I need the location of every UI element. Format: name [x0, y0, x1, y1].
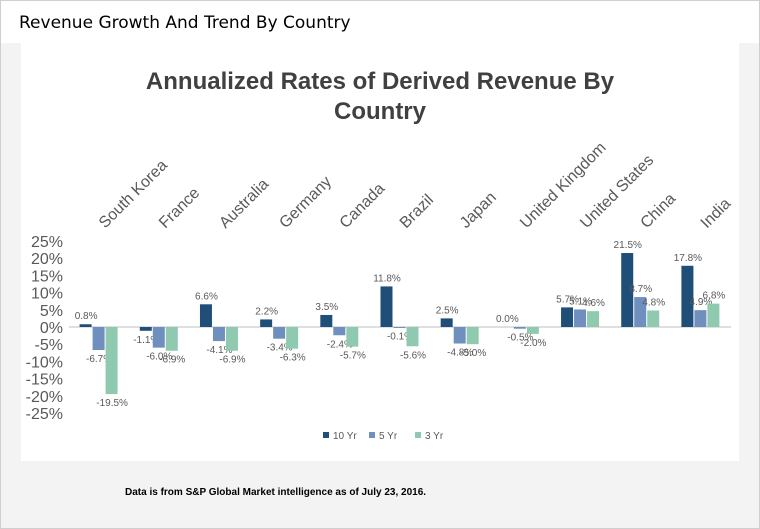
data-label: 5.7%	[556, 294, 579, 305]
data-label: -5.7%	[340, 351, 366, 362]
data-label: 21.5%	[614, 240, 642, 251]
bar	[587, 311, 600, 327]
x-tick-label: Canada	[337, 180, 389, 232]
y-tick-label: 25%	[31, 234, 63, 251]
bar	[634, 297, 647, 327]
bar	[694, 310, 707, 327]
bar	[380, 286, 393, 327]
bar	[574, 309, 587, 327]
page-title: Revenue Growth And Trend By Country	[19, 13, 351, 33]
data-label: 6.6%	[195, 291, 218, 302]
y-tick-label: -15%	[26, 372, 63, 389]
bar	[152, 327, 165, 348]
data-label: -3.4%	[267, 343, 293, 354]
chart-title-text: Annualized Rates of Derived Revenue By C…	[145, 68, 615, 125]
y-tick-label: 5%	[40, 303, 63, 320]
bar	[105, 327, 118, 395]
data-label: 0.0%	[496, 314, 519, 325]
bar	[513, 327, 526, 329]
y-tick-label: -20%	[26, 389, 63, 406]
bar	[225, 327, 238, 351]
bar	[346, 327, 359, 347]
bar	[165, 327, 178, 351]
bar	[707, 303, 720, 327]
y-tick-label: 10%	[31, 286, 63, 303]
bar	[466, 327, 479, 345]
footnote: Data is from S&P Global Market intellige…	[125, 487, 427, 498]
data-label: 4.9%	[690, 297, 713, 308]
data-label: -6.3%	[280, 353, 306, 364]
bar	[320, 314, 333, 327]
bar	[440, 318, 453, 327]
x-tick-label: China	[638, 190, 680, 232]
y-tick-label: 20%	[31, 251, 63, 268]
bar	[260, 319, 273, 327]
bar	[92, 327, 105, 351]
y-tick-label: -10%	[26, 354, 63, 371]
bar	[561, 307, 574, 327]
data-label: 17.8%	[674, 253, 702, 264]
data-label: -2.0%	[520, 338, 546, 349]
data-label: -6.9%	[219, 355, 245, 366]
data-label: 5.1%	[569, 296, 592, 307]
data-label: 11.8%	[373, 273, 401, 284]
y-tick-label: 0%	[40, 320, 63, 337]
legend-label: 3 Yr	[425, 431, 444, 442]
chart-card	[21, 43, 739, 461]
header: Revenue Growth And Trend By Country	[1, 1, 759, 43]
data-label: -6.0%	[146, 352, 172, 363]
bar	[273, 327, 286, 339]
y-tick-label: -25%	[26, 406, 63, 423]
legend-label: 10 Yr	[333, 431, 357, 442]
bar	[333, 327, 346, 336]
bar	[79, 324, 92, 327]
data-label: -5.0%	[460, 348, 486, 359]
data-label: 2.2%	[255, 306, 278, 317]
data-label: 0.8%	[75, 311, 98, 322]
legend-swatch	[323, 432, 329, 438]
data-label: -0.1%	[387, 331, 413, 342]
y-tick-label: 15%	[31, 268, 63, 285]
data-label: -4.1%	[206, 345, 232, 356]
data-label: -1.1%	[133, 335, 159, 346]
data-label: -6.9%	[159, 355, 185, 366]
x-tick-label: Germany	[276, 173, 335, 232]
data-label: -4.8%	[447, 348, 473, 359]
bar	[286, 327, 299, 349]
bar	[526, 327, 539, 334]
x-tick-label: Australia	[216, 176, 272, 232]
data-label: -5.6%	[400, 350, 426, 361]
x-tick-label: France	[156, 185, 203, 232]
bar	[647, 310, 660, 327]
x-tick-label: Brazil	[397, 192, 437, 232]
chart-panel	[1, 43, 759, 528]
data-label: -2.4%	[327, 339, 353, 350]
data-label: -6.7%	[86, 354, 112, 365]
legend-swatch	[415, 432, 421, 438]
bar	[453, 327, 466, 344]
data-label: 4.8%	[642, 297, 665, 308]
bar	[621, 253, 634, 327]
data-label: 3.5%	[315, 302, 338, 313]
legend-label: 5 Yr	[379, 431, 398, 442]
x-tick-label: India	[698, 195, 735, 232]
x-tick-label: Japan	[457, 189, 500, 232]
data-label: 2.5%	[436, 305, 459, 316]
bar	[406, 327, 419, 347]
chart-title: Annualized Rates of Derived Revenue By C…	[21, 67, 739, 127]
bar	[199, 304, 212, 327]
y-tick-label: -5%	[35, 337, 63, 354]
bar	[139, 327, 152, 331]
bar	[681, 265, 694, 327]
bar	[212, 327, 225, 342]
data-label: 8.7%	[629, 284, 652, 295]
data-label: -19.5%	[96, 398, 128, 409]
data-label: -0.5%	[507, 333, 533, 344]
data-label: 4.6%	[582, 298, 605, 309]
bar	[393, 327, 406, 328]
legend-swatch	[369, 432, 375, 438]
data-label: 6.8%	[703, 291, 726, 302]
